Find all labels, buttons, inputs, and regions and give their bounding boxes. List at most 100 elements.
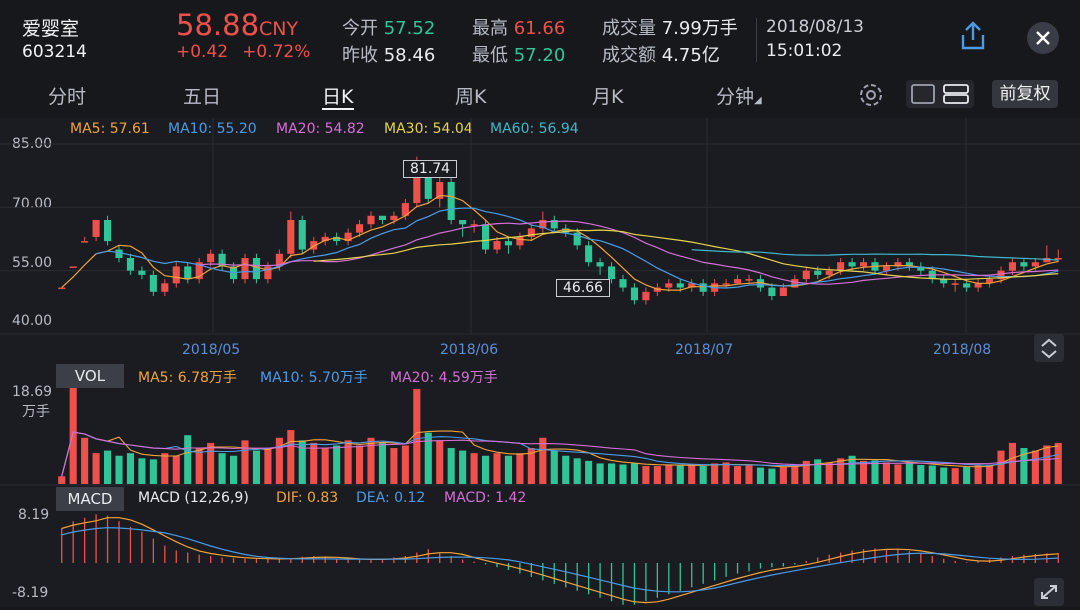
tab-five-day[interactable]: 五日 [183,86,222,108]
volume-bar [779,466,787,484]
volume-bar [1020,448,1028,484]
candle-body [527,228,535,237]
macd-indicator-tag[interactable]: MACD [56,487,124,511]
volume-bar [275,437,283,484]
candle-body [436,182,444,199]
volume-axis-max: 18.69 [12,384,53,400]
tab-intraday[interactable]: 分时 [48,86,87,108]
candle-body [768,287,776,296]
volume-bar [333,445,341,484]
candle-body [756,279,765,288]
quote-time: 15:01:02 [766,41,843,61]
candle-body [619,279,627,288]
macd-dea-label: DEA: 0.12 [356,490,426,506]
candle-body [985,279,994,284]
volume-bar [688,464,696,484]
volume-ma5-line [61,430,1059,477]
active-tab-indicator [322,108,354,110]
collapse-button[interactable] [1034,334,1064,362]
candle-body [1020,262,1028,267]
layout-toggle[interactable] [906,80,974,108]
volume-bar [596,463,604,484]
candle-body [585,245,593,263]
volume-bar [1008,442,1017,484]
volume-bar [882,462,891,484]
candle-body [424,177,432,199]
volume-bar [837,458,845,484]
volume-bar [802,460,810,484]
candle-body [390,215,398,220]
candle-body [218,253,226,267]
change-percent: +0.72% [242,42,311,62]
candle-body [859,262,868,267]
volume-bar [997,450,1005,484]
settings-button[interactable] [856,80,886,110]
open-value: 57.52 [383,18,436,39]
volume-bar [470,453,478,484]
candle-body [252,258,261,280]
tab-weekly-k[interactable]: 周K [455,86,487,108]
amount-summary: 成交额 4.75亿 [602,41,720,67]
date-tick-june: 2018/06 [440,342,499,358]
macd-value-label: MACD: 1.42 [444,490,527,506]
candle-body [81,241,89,243]
volume-bar [172,455,180,484]
volume-summary: 成交量 7.99万手 [602,14,738,40]
amount-label: 成交额 [602,45,656,66]
candle-body [630,287,639,301]
volume-bar [985,464,994,484]
volume-bar [447,448,455,484]
volume-bar [58,476,66,484]
macd-params-label: MACD (12,26,9) [138,490,249,506]
volume-bar [665,464,673,484]
candle-body [333,236,341,242]
tab-daily-k[interactable]: 日K [322,86,354,108]
candle-body [344,232,352,242]
close-button[interactable] [1027,22,1059,54]
candle-body [722,283,730,285]
volume-bar [344,440,352,484]
volume-bar [149,459,157,484]
ma20-line [199,220,1059,285]
dropdown-triangle-icon: ◢ [754,95,762,106]
volume-bar [825,462,833,484]
tab-minute[interactable]: 分钟◢ [716,82,762,109]
tab-monthly-k[interactable]: 月K [592,86,624,108]
candle-body [264,266,272,280]
candle-body [493,241,501,250]
volume-bar [1043,445,1051,484]
candle-body [92,220,100,237]
volume-bar [424,432,432,484]
candle-body [562,228,570,233]
volume-indicator-tag[interactable]: VOL [56,364,124,388]
quote-date: 2018/08/13 [766,17,864,37]
volume-bar [401,445,409,484]
amount-value: 4.75亿 [661,45,720,66]
volume-bar [310,442,318,484]
volume-bar [894,464,902,484]
expand-button[interactable] [1034,578,1064,606]
volume-bar [252,450,261,484]
gear-icon [860,84,882,106]
candle-body [550,220,558,229]
volume-bar [940,467,948,484]
volume-bar [928,465,936,484]
candle-body [195,262,203,280]
adjust-mode-button[interactable]: 前复权 [992,80,1058,108]
candle-body [1008,262,1017,271]
candle-body [974,283,982,288]
candle-body [573,232,581,246]
volume-bar [733,466,742,484]
volume-bar [722,462,730,484]
candle-body [470,224,478,226]
open-price: 今开 57.52 [342,14,435,40]
volume-bar [413,388,421,484]
volume-bar [355,445,364,484]
share-button[interactable] [958,20,988,52]
share-upload-icon [961,21,985,50]
price-unit: CNY [259,18,299,40]
date-tick-july: 2018/07 [675,342,734,358]
volume-bar [493,453,501,484]
change-value: +0.42 [176,42,229,62]
macd-axis-max: 8.19 [18,507,50,523]
